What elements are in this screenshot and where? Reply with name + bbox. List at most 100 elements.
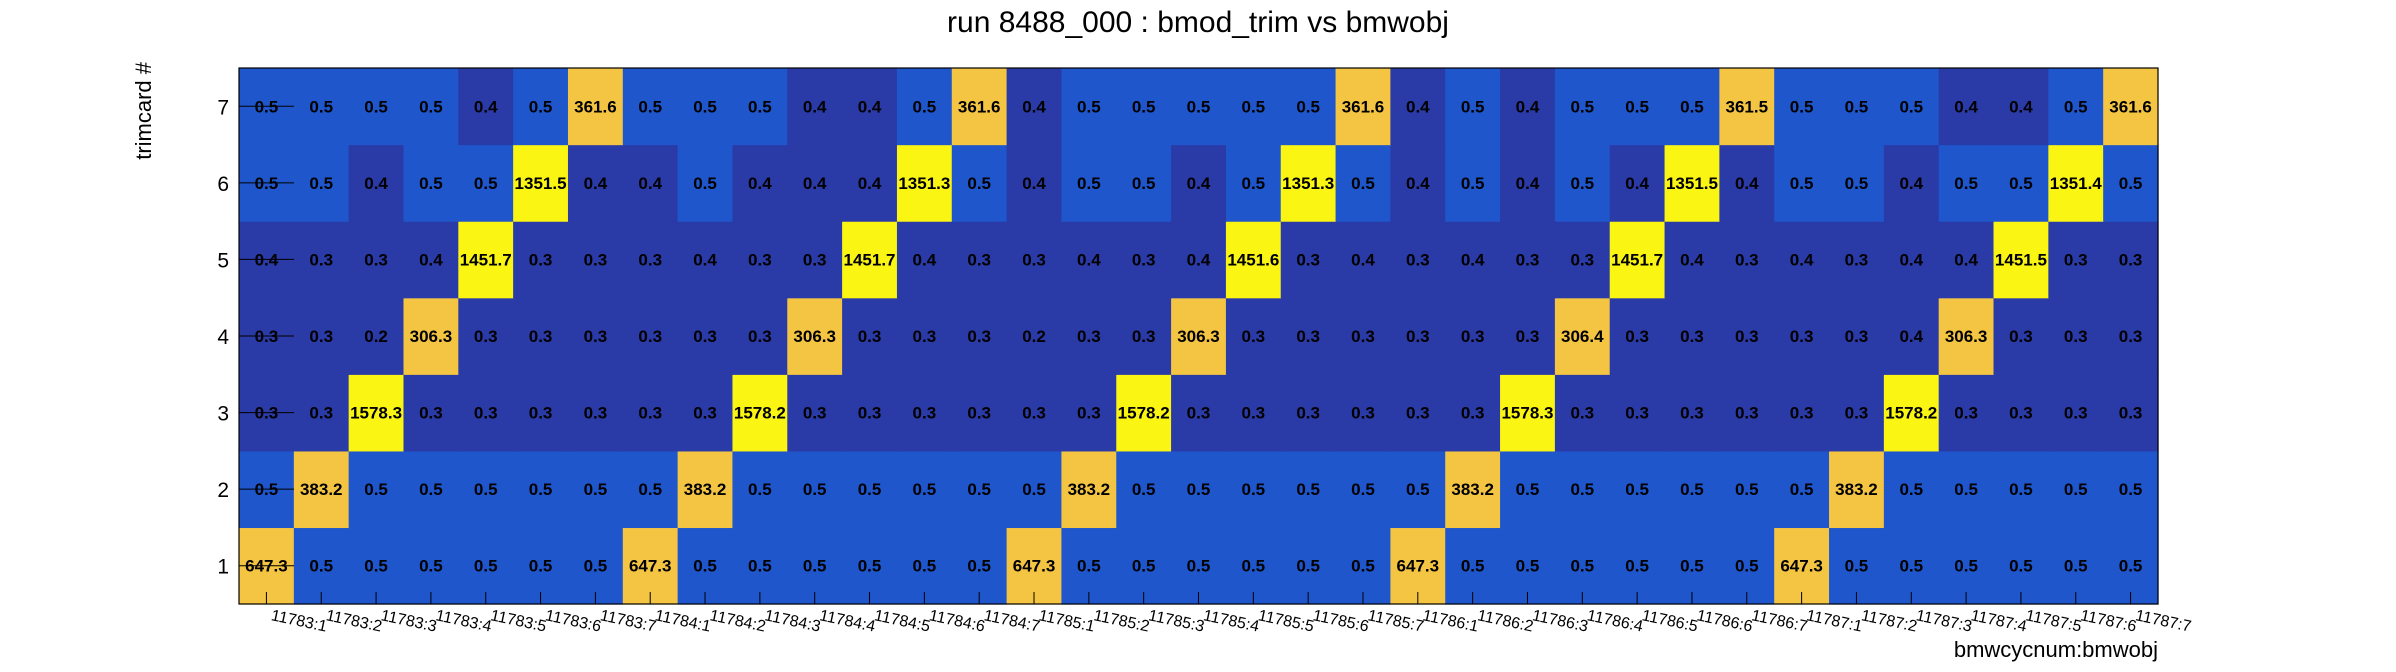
cell-value-label: 0.5 (529, 480, 553, 499)
cell-value-label: 0.5 (584, 557, 608, 576)
cell-value-label: 0.5 (1790, 97, 1814, 116)
heatmap-cell (403, 527, 459, 605)
cell-value-label: 0.3 (693, 327, 717, 346)
heatmap-cell (842, 221, 898, 299)
x-tick-label: 11786:7 (1750, 607, 1809, 635)
cell-value-label: 0.5 (638, 97, 662, 116)
heatmap-cell (732, 221, 788, 299)
cell-value-label: 0.4 (803, 174, 827, 193)
cell-value-label: 0.4 (1954, 250, 1978, 269)
heatmap-cell (1006, 374, 1063, 452)
heatmap-cell (2048, 144, 2104, 222)
heatmap-cell (1390, 297, 1446, 375)
cell-value-label: 0.4 (858, 174, 882, 193)
cell-value-label: 0.3 (2119, 404, 2143, 423)
heatmap-cell (1829, 374, 1885, 452)
x-tick-label: 11786:2 (1476, 607, 1535, 635)
heatmap-cell (1774, 527, 1830, 605)
heatmap-cell (1445, 144, 1501, 222)
cell-value-label: 1451.7 (1611, 250, 1663, 269)
heatmap-cell (951, 221, 1008, 299)
cell-value-label: 0.3 (967, 404, 991, 423)
heatmap-cell (1664, 297, 1720, 375)
cell-value-label: 0.2 (1022, 327, 1046, 346)
heatmap-cell (1280, 221, 1337, 299)
cell-value-label: 0.3 (1077, 404, 1101, 423)
heatmap-cell (951, 68, 1008, 146)
heatmap-cell (787, 68, 843, 146)
heatmap-cell (1445, 221, 1501, 299)
cell-value-label: 0.3 (1735, 327, 1759, 346)
heatmap-cell (1335, 450, 1391, 529)
cell-value-label: 383.2 (300, 480, 343, 499)
heatmap-cell (842, 297, 898, 375)
x-tick-label: 11784:6 (928, 607, 987, 635)
cell-value-label: 0.5 (693, 174, 717, 193)
heatmap-cell (348, 527, 405, 605)
cell-value-label: 0.5 (1351, 557, 1375, 576)
heatmap-cell (1554, 297, 1611, 375)
cell-value-label: 361.6 (574, 97, 617, 116)
cell-value-label: 0.5 (803, 557, 827, 576)
cell-value-label: 0.3 (309, 327, 333, 346)
x-tick-label: 11787:2 (1860, 607, 1919, 635)
heatmap-cell (1554, 450, 1611, 529)
heatmap-cell (1609, 144, 1666, 222)
y-axis: 1 2 3 4 5 6 7 (217, 96, 294, 579)
heatmap-cell-labels: 647.3 0.5 0.5 0.5 0.5 0.5 0.5 647.3 0.5 0.5 0.5 0.5… (245, 97, 2152, 575)
cell-value-label: 0.5 (913, 480, 937, 499)
cell-value-label: 0.3 (1406, 404, 1430, 423)
cell-value-label: 0.5 (1790, 480, 1814, 499)
heatmap-cell (677, 68, 734, 146)
heatmap-cell (1116, 221, 1172, 299)
cell-value-label: 0.3 (584, 327, 608, 346)
heatmap-cell (293, 297, 350, 375)
cell-value-label: 0.3 (1845, 404, 1869, 423)
cell-value-label: 0.5 (309, 174, 333, 193)
cell-value-label: 0.3 (1790, 404, 1814, 423)
heatmap-cell (2103, 297, 2159, 375)
heatmap-cell (1829, 527, 1885, 605)
cell-value-label: 0.3 (584, 404, 608, 423)
cell-value-label: 0.3 (1022, 250, 1046, 269)
cell-value-label: 306.4 (1561, 327, 1604, 346)
heatmap-cell (1938, 68, 1995, 146)
heatmap-cell (1938, 221, 1995, 299)
cell-value-label: 0.5 (1570, 174, 1594, 193)
cell-value-label: 0.4 (748, 174, 772, 193)
heatmap-cell (1116, 374, 1172, 452)
cell-value-label: 0.5 (1187, 557, 1211, 576)
cell-value-label: 647.3 (629, 557, 672, 576)
cell-value-label: 0.5 (1461, 97, 1485, 116)
heatmap-cell (403, 144, 459, 222)
heatmap-cell (567, 374, 624, 452)
heatmap-cell (1445, 297, 1501, 375)
heatmap-cell (2048, 374, 2104, 452)
heatmap-cell (787, 144, 843, 222)
heatmap-cell (1280, 527, 1337, 605)
cell-value-label: 0.3 (1296, 250, 1320, 269)
heatmap-cell (1500, 297, 1556, 375)
cell-value-label: 0.3 (913, 327, 937, 346)
heatmap-cell (1335, 297, 1391, 375)
heatmap-cell (1225, 374, 1282, 452)
heatmap-cell (513, 221, 569, 299)
cell-value-label: 0.5 (2119, 174, 2143, 193)
heatmap-cell (896, 68, 953, 146)
cell-value-label: 1578.2 (734, 404, 786, 423)
heatmap-cell (1829, 68, 1885, 146)
cell-value-label: 0.3 (419, 404, 443, 423)
cell-value-label: 0.5 (584, 480, 608, 499)
heatmap-cell (1500, 450, 1556, 529)
heatmap-cell (1061, 450, 1117, 529)
heatmap-cell (458, 450, 514, 529)
heatmap-cell (1993, 144, 2049, 222)
heatmap-cell (1225, 221, 1282, 299)
cell-value-label: 0.5 (1242, 174, 1266, 193)
cell-value-label: 0.5 (1735, 557, 1759, 576)
cell-value-label: 0.5 (419, 97, 443, 116)
cell-value-label: 0.5 (1954, 480, 1978, 499)
cell-value-label: 1451.5 (1995, 250, 2047, 269)
cell-value-label: 0.3 (1845, 327, 1869, 346)
heatmap-cell (1719, 144, 1775, 222)
